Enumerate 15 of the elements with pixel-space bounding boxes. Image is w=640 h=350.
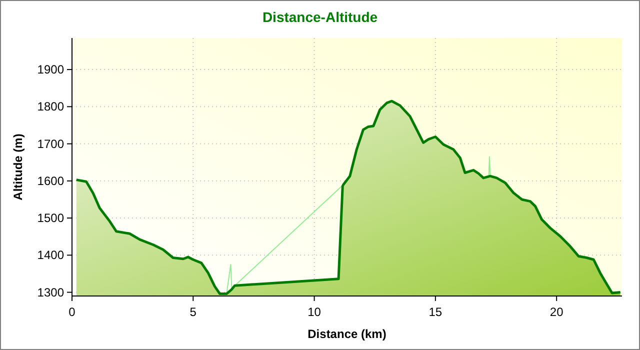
x-tick-label: 15 [428,305,442,319]
y-tick-label: 1400 [37,248,64,262]
chart-title: Distance-Altitude [262,9,378,25]
x-tick-label: 0 [68,305,76,319]
y-tick-label: 1300 [37,285,64,300]
y-tick-label: 1900 [37,62,64,77]
y-axis-title: Altitude (m) [11,134,25,200]
y-tick-label: 1600 [37,174,64,188]
x-tick-label: 5 [190,305,197,319]
x-tick-label: 10 [308,305,322,319]
y-tick-label: 1800 [37,100,64,114]
y-tick-label: 1500 [37,211,64,226]
x-axis-title: Distance (km) [308,327,386,341]
y-tick-label: 1700 [37,136,64,151]
x-tick-label: 20 [550,305,564,319]
